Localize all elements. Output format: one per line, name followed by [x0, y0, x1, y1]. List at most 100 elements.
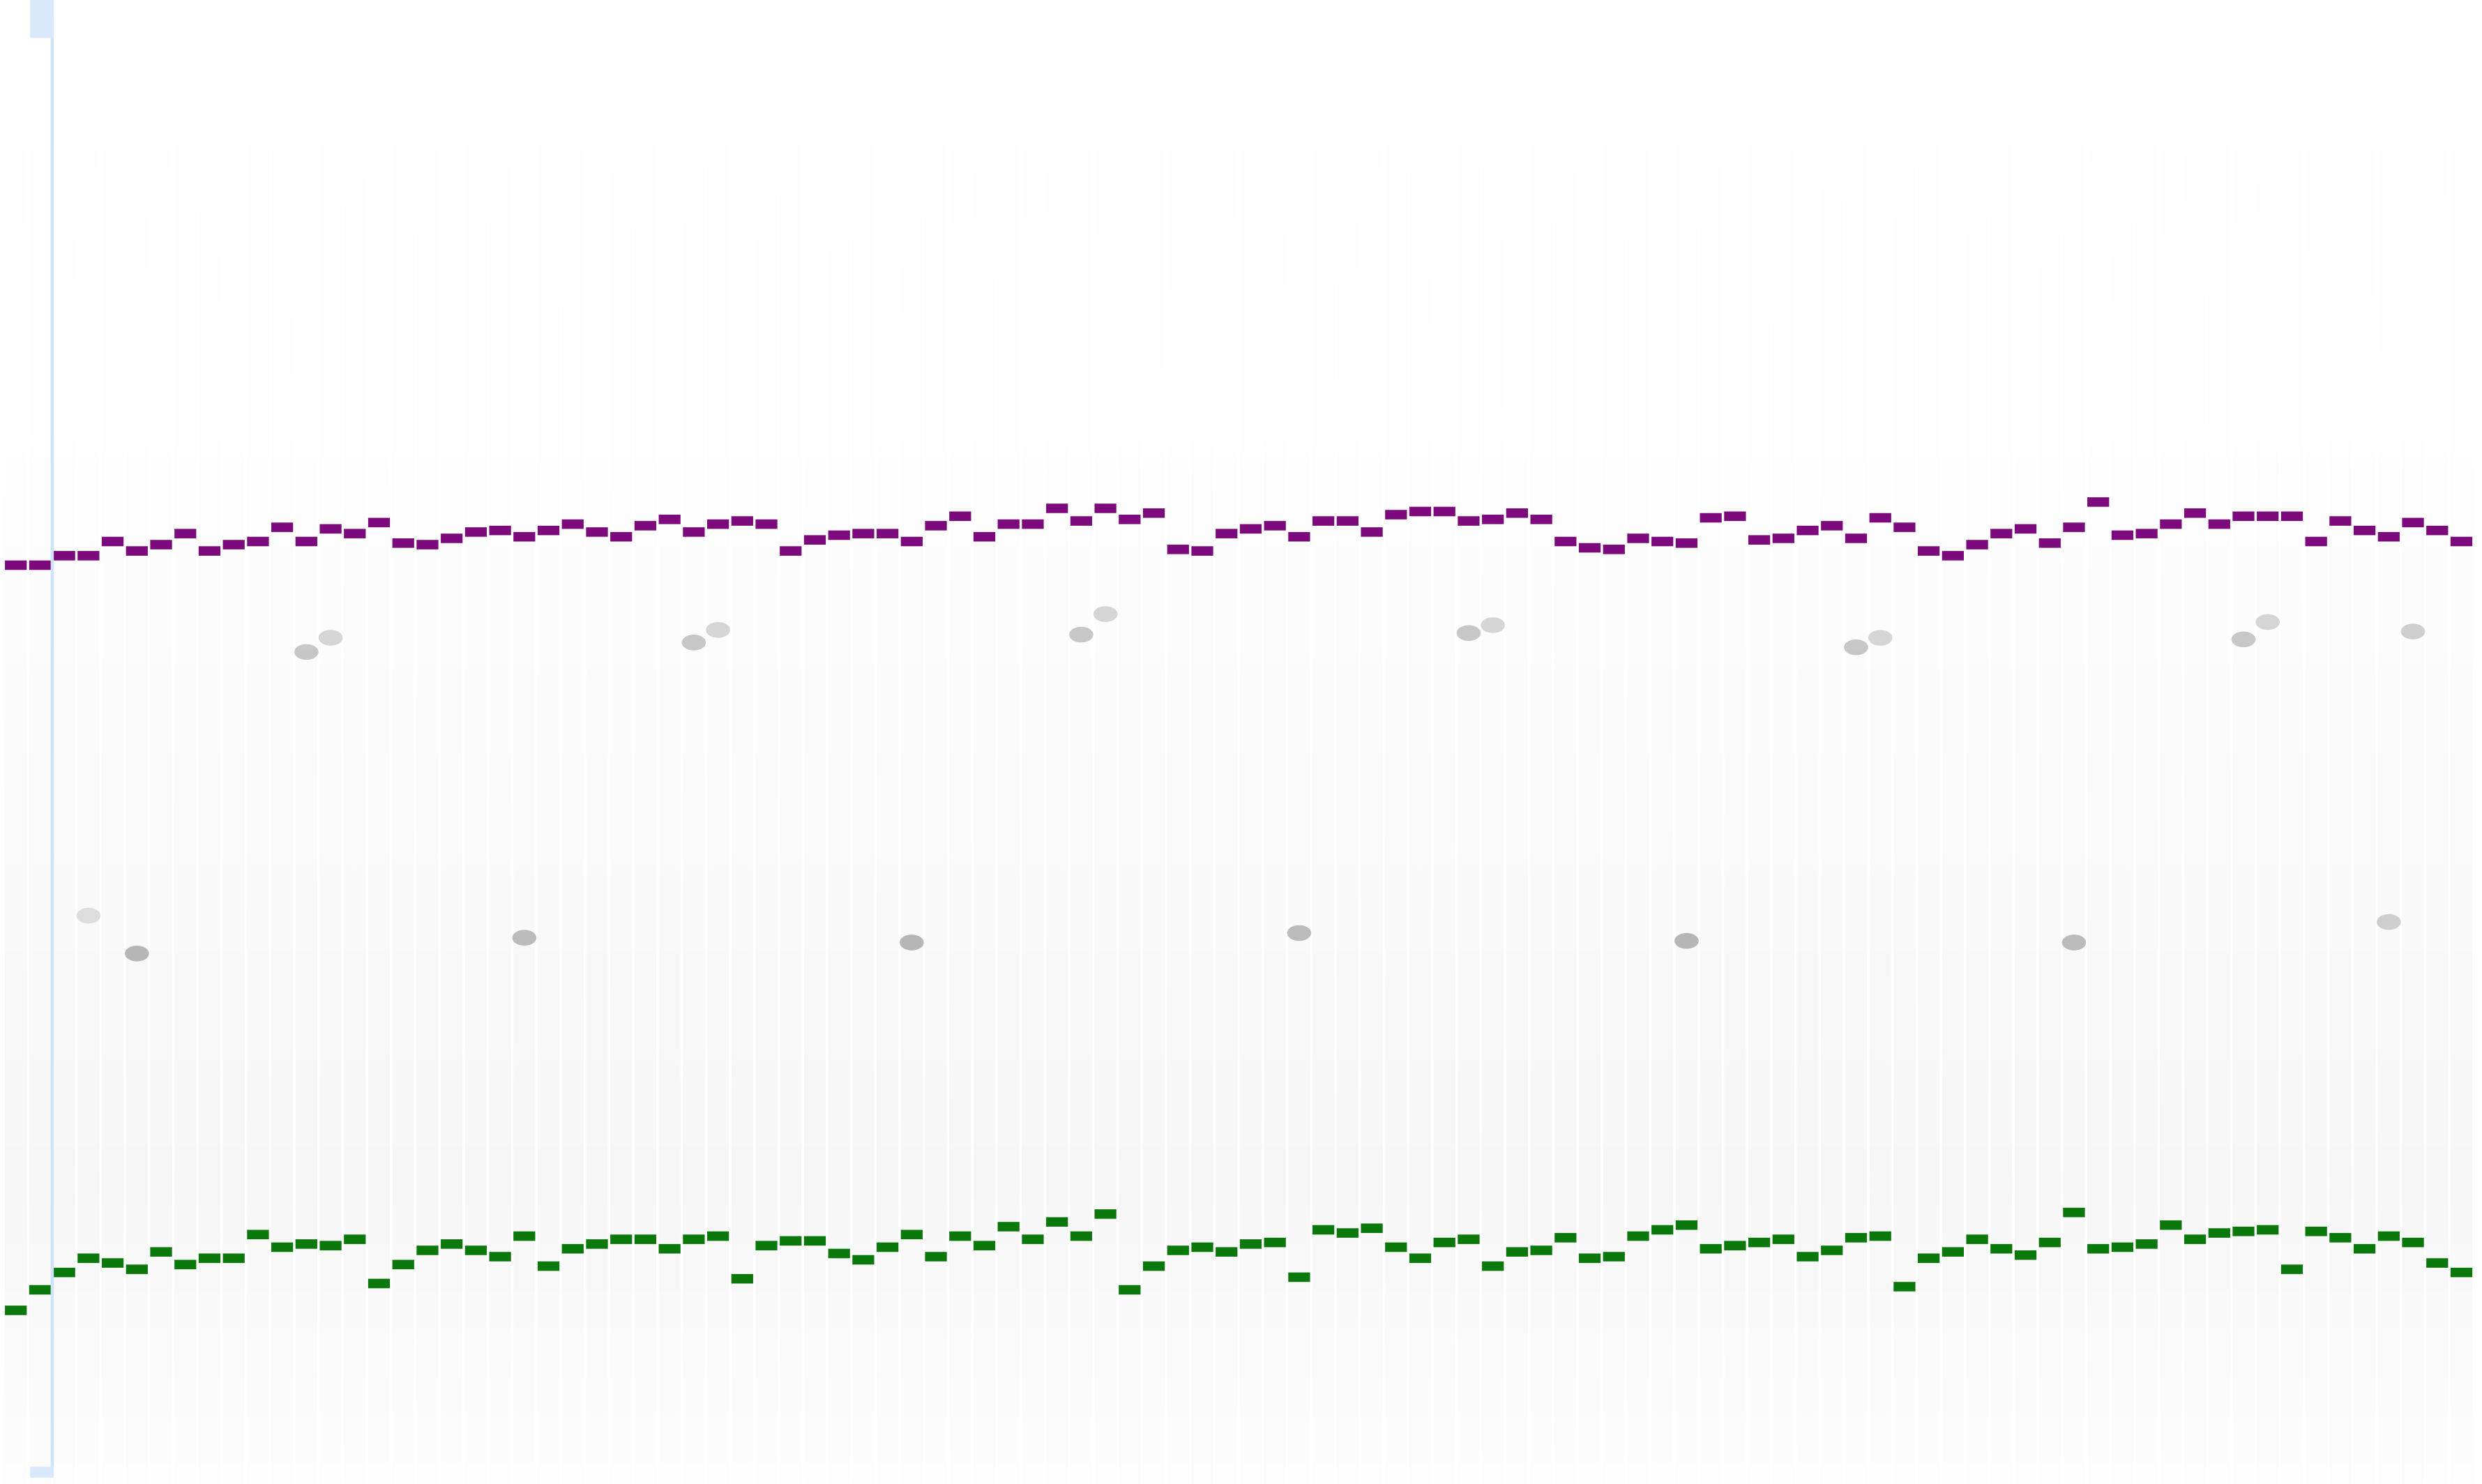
upper-series-mark — [513, 531, 536, 542]
upper-series-mark — [368, 517, 391, 528]
upper-series-mark — [2111, 530, 2134, 540]
heatmap-column — [949, 0, 971, 1484]
heatmap-band — [681, 635, 706, 651]
upper-series-mark — [101, 536, 124, 547]
lower-series-mark — [683, 1234, 705, 1244]
upper-series-mark — [561, 519, 584, 529]
lower-series-mark — [1119, 1285, 1141, 1295]
lower-series-mark — [150, 1247, 172, 1257]
upper-series-mark — [900, 536, 923, 547]
upper-series-mark — [53, 551, 75, 561]
lower-series-mark — [29, 1285, 52, 1295]
heatmap-column — [1990, 0, 2013, 1484]
upper-series-mark — [1094, 503, 1117, 513]
upper-series-mark — [1893, 522, 1916, 532]
lower-series-mark — [1724, 1241, 1746, 1250]
lower-series-mark — [2014, 1250, 2037, 1260]
heatmap-column — [2087, 0, 2110, 1484]
lower-series-mark — [1239, 1239, 1262, 1249]
lower-series-mark — [1821, 1246, 1843, 1255]
heatmap-column — [101, 0, 124, 1484]
heatmap-band — [294, 644, 319, 660]
upper-series-mark — [1554, 536, 1577, 547]
upper-series-mark — [2014, 524, 2037, 534]
upper-series-mark — [2135, 529, 2158, 538]
lower-series-mark — [2377, 1231, 2400, 1241]
upper-series-mark — [1022, 519, 1044, 529]
lower-series-mark — [900, 1229, 923, 1240]
heatmap-column — [997, 0, 1020, 1484]
heatmap-column — [1942, 0, 1964, 1484]
upper-series-mark — [198, 546, 221, 556]
cursor-handle-top[interactable] — [30, 0, 54, 38]
lower-series-mark — [2426, 1258, 2449, 1268]
lower-series-mark — [1530, 1246, 1552, 1255]
heatmap-band — [2255, 614, 2280, 630]
heatmap-column — [1651, 0, 1674, 1484]
upper-series-mark — [1070, 516, 1093, 526]
heatmap-column — [5, 0, 27, 1484]
upper-series-mark — [1264, 521, 1286, 531]
upper-series-mark — [949, 511, 971, 522]
heatmap-column — [2280, 0, 2303, 1484]
lower-series-mark — [2280, 1264, 2303, 1274]
heatmap-band — [1844, 639, 1868, 656]
lower-series-mark — [271, 1242, 294, 1252]
heatmap-column — [29, 0, 52, 1484]
upper-series-mark — [2063, 522, 2085, 532]
heatmap-column — [2135, 0, 2158, 1484]
lower-series-mark — [1918, 1253, 1940, 1264]
lower-series-mark — [634, 1234, 657, 1244]
upper-series-mark — [1990, 529, 2013, 538]
upper-series-mark — [441, 533, 463, 543]
upper-series-mark — [973, 531, 996, 542]
heatmap-column — [2426, 0, 2449, 1484]
lower-series-mark — [1845, 1233, 1868, 1243]
upper-series-mark — [1578, 543, 1601, 553]
heatmap-column — [1119, 0, 1141, 1484]
upper-series-mark — [2038, 538, 2061, 548]
lower-series-mark — [1966, 1234, 1988, 1244]
lower-series-mark — [368, 1278, 391, 1289]
upper-series-mark — [1312, 516, 1335, 526]
lower-series-mark — [1167, 1246, 1189, 1255]
upper-series-mark — [1409, 506, 1432, 517]
lower-series-mark — [295, 1239, 317, 1249]
lower-series-mark — [1796, 1252, 1819, 1262]
heatmap-column — [77, 0, 100, 1484]
heatmap-band — [2231, 631, 2256, 648]
heatmap-column — [1578, 0, 1601, 1484]
upper-series-mark — [658, 515, 681, 524]
lower-series-mark — [803, 1236, 826, 1246]
lower-series-mark — [586, 1239, 608, 1249]
heatmap-column — [126, 0, 148, 1484]
heatmap-column — [2232, 0, 2255, 1484]
upper-series-mark — [683, 527, 705, 537]
upper-series-mark — [780, 546, 802, 556]
upper-series-mark — [2160, 519, 2182, 529]
upper-series-mark — [1142, 508, 1165, 518]
heatmap-band — [512, 930, 537, 946]
heatmap-band — [1287, 925, 1312, 941]
heatmap-column — [1675, 0, 1698, 1484]
heatmap-column — [1530, 0, 1552, 1484]
heatmap-column — [706, 0, 729, 1484]
heatmap-column — [2450, 0, 2473, 1484]
lower-series-mark — [1651, 1225, 1674, 1235]
heatmap-column — [198, 0, 221, 1484]
heatmap-column — [1554, 0, 1577, 1484]
upper-series-mark — [2402, 517, 2424, 528]
lower-series-mark — [731, 1273, 753, 1284]
cursor-line[interactable] — [50, 15, 54, 1469]
upper-series-mark — [997, 519, 1020, 529]
heatmap-column — [319, 0, 342, 1484]
cursor-handle-bottom[interactable] — [30, 1467, 54, 1478]
upper-series-mark — [1700, 513, 1722, 523]
lower-series-mark — [1893, 1282, 1916, 1292]
upper-series-mark — [222, 540, 245, 550]
heatmap-column — [222, 0, 245, 1484]
heatmap-column — [464, 0, 487, 1484]
cursor-layer[interactable] — [30, 0, 54, 1478]
lower-series-mark — [1385, 1242, 1407, 1252]
heatmap-column — [973, 0, 996, 1484]
